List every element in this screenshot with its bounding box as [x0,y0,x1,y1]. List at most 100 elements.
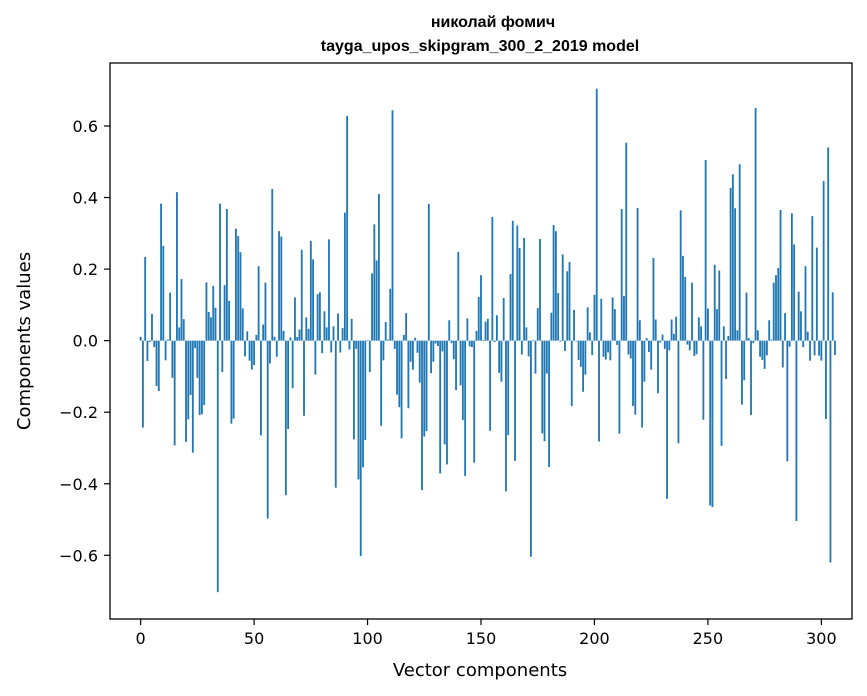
bar-37 [223,285,226,341]
bar-43 [237,236,240,341]
bar-162 [507,340,510,436]
bar-130 [434,340,437,344]
bar-234 [670,319,673,341]
bar-200 [593,294,596,341]
bar-152 [484,321,487,341]
bar-128 [430,340,432,374]
bar-284 [784,313,786,341]
bar-266 [743,340,746,381]
bar-125 [423,340,426,437]
bar-184 [557,293,560,341]
bar-6 [153,340,156,348]
bar-290 [797,291,800,341]
bar-29 [205,282,208,341]
bar-306 [834,340,836,355]
bar-155 [491,216,494,341]
bar-40 [230,340,233,424]
bar-79 [318,292,321,341]
bar-233 [668,340,671,351]
bar-92 [348,340,351,350]
bar-299 [818,340,821,356]
bar-220 [638,320,641,341]
bar-49 [250,340,253,370]
bar-274 [761,340,764,360]
x-tick-label-50: 50 [244,629,264,648]
bar-97 [359,340,362,557]
bar-203 [600,298,603,341]
bar-5 [151,313,153,341]
bar-188 [566,271,569,341]
bar-66 [289,337,292,341]
bar-223 [645,338,648,341]
bar-58 [271,188,274,341]
bar-51 [255,334,258,341]
bar-244 [693,340,696,357]
y-tick-label-0: −0.6 [59,546,98,565]
bar-82 [325,327,328,341]
bar-17 [178,327,181,341]
bar-160 [502,298,505,341]
x-tick-label-0: 0 [136,629,146,648]
bar-27 [200,340,203,415]
bar-210 [616,340,619,345]
bar-199 [591,340,594,355]
bar-280 [775,275,777,341]
bar-140 [457,251,460,341]
y-tick-label-6: 0.6 [73,117,98,136]
x-tick-label-150: 150 [466,629,497,648]
bar-24 [194,340,196,349]
bar-276 [766,340,768,356]
bar-271 [754,108,757,341]
bar-68 [294,297,296,341]
bar-45 [241,308,244,341]
bar-242 [688,340,691,351]
bar-141 [459,340,462,386]
bar-193 [577,340,580,360]
bar-295 [809,340,811,361]
bar-77 [314,340,317,375]
bar-194 [579,340,582,367]
x-axis-ticks: 0 50 100 150 200 250 300 [136,619,837,648]
bar-232 [666,340,668,499]
bar-201 [595,88,598,341]
bar-109 [387,339,389,341]
bar-281 [777,268,780,341]
bar-33 [214,307,217,341]
bar-218 [634,340,637,415]
bar-65 [287,340,290,430]
bar-101 [368,340,371,373]
bar-71 [300,249,303,341]
bar-102 [371,273,373,341]
bar-300 [820,340,823,361]
bar-8 [157,340,160,392]
bar-61 [278,231,280,341]
bar-270 [752,340,755,344]
bar-187 [564,340,566,352]
bar-38 [225,208,228,341]
bar-237 [677,340,680,444]
bar-303 [827,147,830,341]
bar-0 [139,336,142,341]
bar-56 [266,340,269,519]
y-axis-label: Components values [14,252,35,430]
bar-127 [427,203,430,341]
bar-183 [554,231,557,341]
bar-100 [366,339,369,341]
bar-86 [334,340,337,488]
bar-208 [611,297,614,341]
bar-227 [654,319,657,341]
bar-264 [738,164,741,341]
bar-272 [756,330,759,341]
bar-132 [439,340,442,474]
bar-64 [284,340,287,496]
bar-161 [505,340,507,492]
bar-294 [806,331,809,341]
bar-117 [405,313,408,341]
bar-256 [720,340,723,446]
bar-248 [702,340,705,420]
bar-80 [321,340,324,354]
x-tick-label-250: 250 [693,629,724,648]
bar-282 [779,210,782,341]
bar-94 [353,340,355,440]
bar-59 [273,336,276,341]
